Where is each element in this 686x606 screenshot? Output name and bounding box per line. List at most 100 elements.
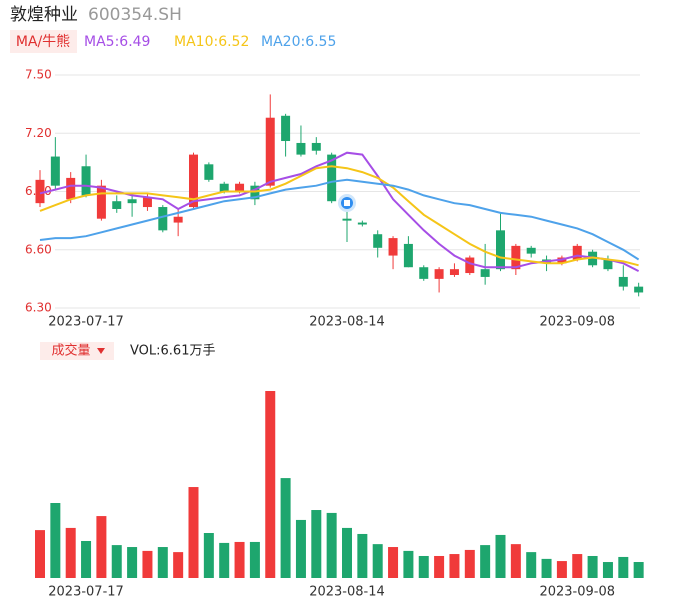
candle-body: [265, 117, 275, 186]
volume-bar: [96, 516, 107, 578]
volume-bar: [342, 527, 352, 578]
volume-bar: [602, 562, 613, 578]
volume-bar: [127, 547, 138, 578]
volume-bar: [234, 541, 245, 578]
volume-bar: [111, 545, 122, 578]
volume-bar: [434, 555, 445, 578]
candle-body: [388, 238, 398, 256]
volume-bar: [326, 512, 337, 578]
candle-body: [449, 269, 459, 275]
volume-bar: [618, 556, 629, 578]
volume-bar: [510, 544, 521, 578]
volume-bar: [587, 555, 598, 578]
candle-body: [434, 269, 444, 279]
candle-body: [96, 185, 106, 219]
candle-body: [296, 142, 306, 155]
volume-title[interactable]: 成交量: [51, 343, 90, 359]
candle-body: [204, 164, 214, 180]
ma-line: [39, 178, 640, 261]
candle-body: [357, 222, 367, 225]
volume-bar: [556, 561, 567, 578]
stock-code: 600354.SH: [88, 5, 182, 25]
marker-icon: [338, 194, 356, 212]
candle-body: [480, 269, 490, 277]
candle-body: [66, 177, 76, 200]
legend-entry: MA20:6.55: [261, 34, 336, 50]
volume-bar: [295, 519, 306, 578]
dropdown-icon[interactable]: [97, 348, 105, 354]
volume-bar: [311, 510, 322, 578]
candle-body: [572, 245, 582, 260]
candle-body: [603, 259, 613, 270]
candle-body: [281, 115, 291, 142]
volume-bar: [388, 547, 399, 578]
candle-body: [173, 216, 183, 223]
volume-bar: [403, 550, 414, 578]
x-tick-label: 2023-09-08: [539, 315, 615, 330]
legend-button-bg[interactable]: [10, 30, 77, 53]
stock-name: 敦煌种业: [10, 5, 78, 25]
candle-body: [526, 247, 536, 254]
candle-body: [496, 230, 505, 270]
volume-bar: [633, 562, 644, 578]
volume-bar: [35, 530, 45, 578]
volume-bar: [249, 541, 260, 578]
volume-bar: [203, 533, 214, 578]
volume-bar: [495, 534, 506, 578]
candle-body: [235, 183, 245, 192]
legend-button[interactable]: MA/牛熊: [16, 34, 70, 50]
volume-bar: [418, 555, 429, 578]
x-tick-label: 2023-08-14: [309, 585, 385, 600]
legend-entry: MA10:6.52: [174, 34, 249, 50]
candle-body: [50, 156, 60, 186]
x-tick-label: 2023-09-08: [539, 585, 615, 600]
volume-bar: [142, 550, 153, 578]
volume-bar: [464, 549, 475, 578]
ma-line: [39, 151, 640, 272]
candle-body: [127, 199, 137, 204]
y-tick-label: 7.20: [25, 126, 52, 140]
candle-body: [419, 267, 429, 279]
volume-button-bg[interactable]: [40, 342, 114, 360]
volume-bar: [265, 391, 276, 578]
volume-bar: [219, 542, 230, 578]
candle-body: [158, 207, 168, 231]
volume-label: VOL:6.61万手: [130, 344, 215, 359]
candle-body: [618, 276, 628, 287]
candle-body: [465, 257, 475, 274]
candle-body: [189, 154, 198, 208]
candle-body: [511, 245, 521, 270]
candle-body: [327, 154, 337, 202]
ma-line: [39, 165, 639, 267]
candle-body: [142, 197, 152, 208]
volume-bar: [572, 554, 583, 578]
volume-bar: [541, 558, 552, 578]
candle-body: [81, 166, 91, 196]
x-tick-label: 2023-07-17: [48, 585, 124, 600]
volume-bar: [449, 554, 460, 578]
volume-bar: [480, 545, 491, 578]
y-tick-label: 6.60: [25, 242, 52, 256]
volume-bar: [173, 552, 184, 578]
volume-bar: [280, 478, 291, 578]
volume-bar: [372, 544, 383, 578]
volume-bar: [188, 487, 199, 578]
y-tick-label: 6.30: [25, 301, 52, 315]
x-tick-label: 2023-08-14: [309, 315, 385, 330]
candle-body: [112, 201, 122, 209]
volume-bar: [50, 503, 61, 578]
volume-bar: [65, 527, 76, 578]
y-tick-label: 7.50: [25, 68, 52, 82]
volume-bar: [157, 547, 168, 578]
candle-body: [311, 142, 321, 151]
volume-bar: [357, 533, 368, 578]
candle-body: [373, 234, 383, 248]
candle-body: [342, 218, 352, 221]
volume-bar: [526, 552, 537, 578]
candle-body: [403, 243, 413, 268]
candle-body: [219, 183, 229, 192]
candle-body: [634, 286, 644, 293]
x-tick-label: 2023-07-17: [48, 315, 124, 330]
